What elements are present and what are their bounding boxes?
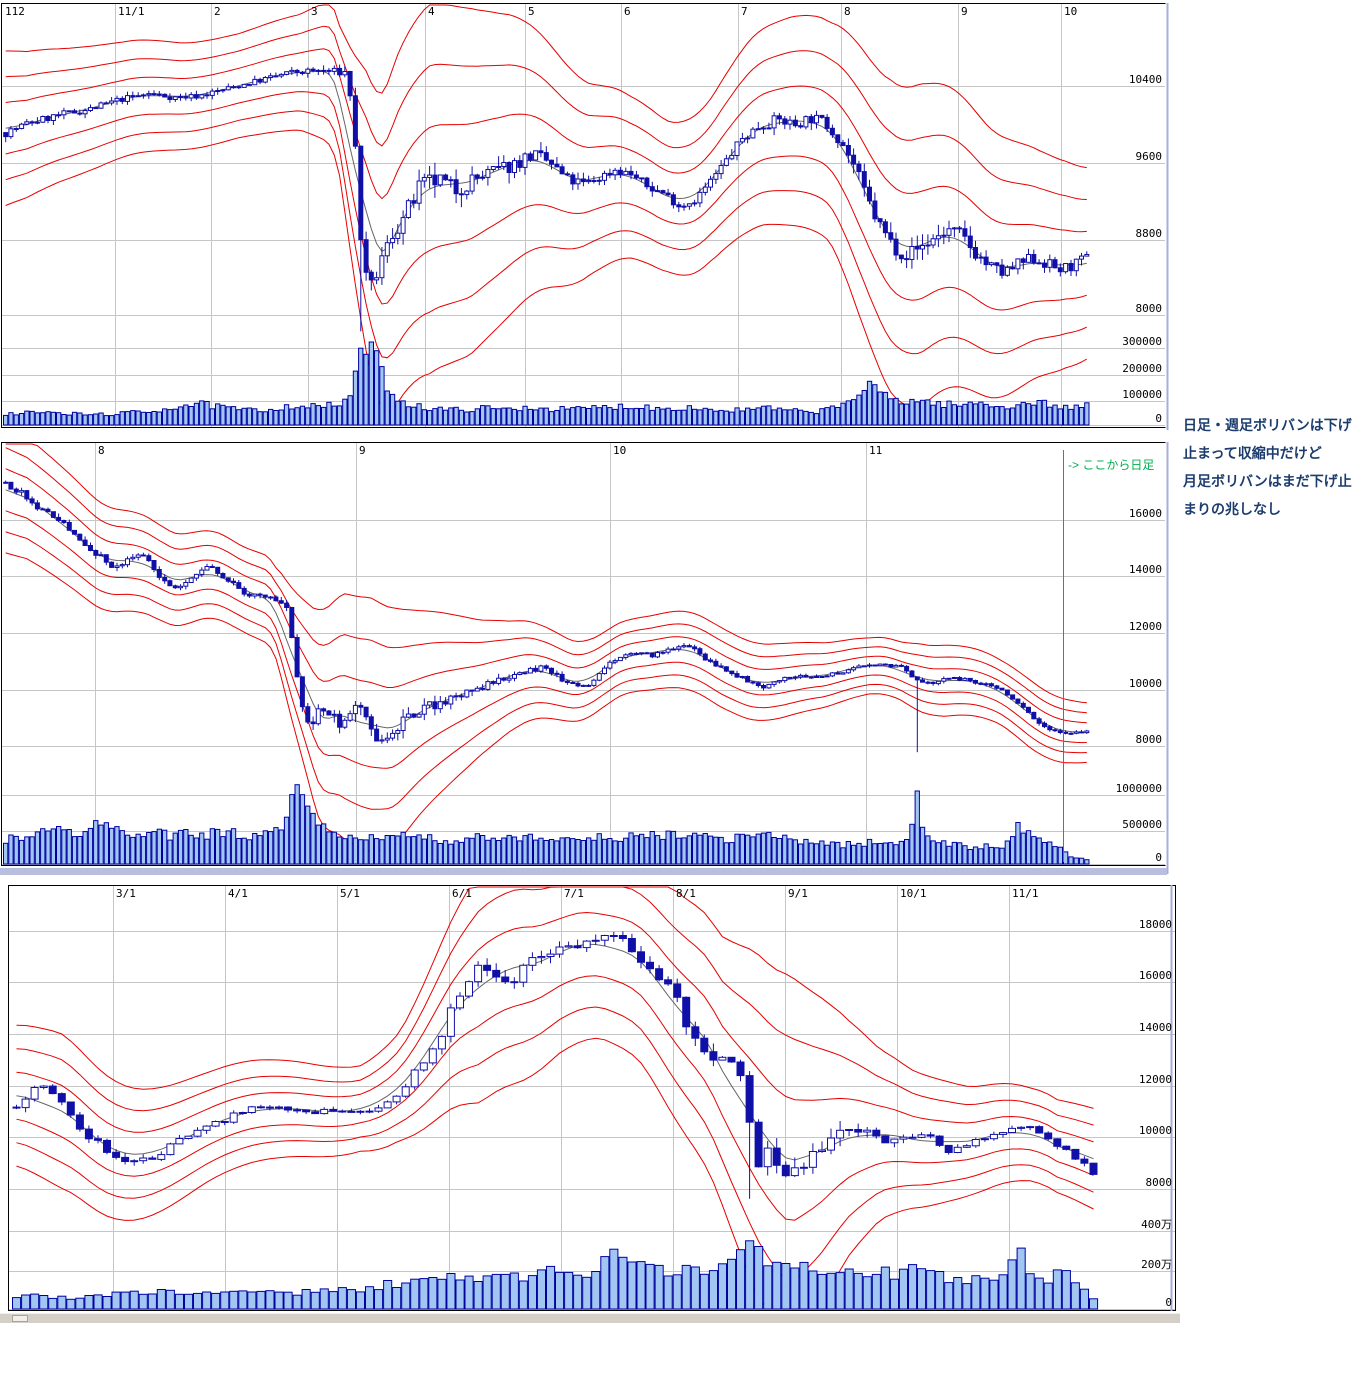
svg-text:12000: 12000	[1129, 620, 1162, 633]
svg-text:5/1: 5/1	[340, 887, 360, 900]
svg-text:200万: 200万	[1141, 1258, 1172, 1271]
svg-text:112: 112	[5, 5, 25, 18]
svg-text:0: 0	[1155, 412, 1162, 425]
svg-text:1000000: 1000000	[1116, 782, 1162, 795]
chart-panel-top: 112 11/1 2 3 4 5 6 7 8 9 10 10400 9600 8800 8000 300000…	[1, 3, 1169, 430]
svg-text:4: 4	[428, 5, 435, 18]
chart-frame	[8, 885, 1176, 1311]
analysis-note: 日足・週足ボリバンは下げ 止まって収縮中だけど 月足ボリバンはまだ下げ止 まりの…	[1183, 411, 1363, 523]
candlesticks	[12, 931, 1098, 1199]
svg-text:6/1: 6/1	[452, 887, 472, 900]
axis-labels: 8 9 10 11 16000 14000 12000 10000 8000 1000000 500…	[98, 444, 1162, 864]
candlesticks	[3, 64, 1090, 332]
svg-text:10: 10	[1064, 5, 1077, 18]
svg-text:4/1: 4/1	[228, 887, 248, 900]
svg-text:9/1: 9/1	[788, 887, 808, 900]
volume-bars	[12, 1240, 1099, 1310]
volume-bars	[3, 784, 1090, 865]
chart-frame	[1, 442, 1169, 874]
svg-text:500000: 500000	[1122, 818, 1162, 831]
note-line-2: 止まって収縮中だけど	[1183, 445, 1322, 461]
svg-text:9: 9	[359, 444, 366, 457]
svg-text:8000: 8000	[1136, 733, 1163, 746]
axis-labels: 112 11/1 2 3 4 5 6 7 8 9 10 10400 9600 8800 8000 300000…	[5, 5, 1162, 425]
svg-text:9: 9	[961, 5, 968, 18]
svg-text:11/1: 11/1	[118, 5, 145, 18]
svg-text:10000: 10000	[1129, 677, 1162, 690]
svg-text:5: 5	[528, 5, 535, 18]
svg-text:300000: 300000	[1122, 335, 1162, 348]
middle-chart-bottom-frame[interactable]	[0, 868, 1167, 875]
svg-text:8: 8	[844, 5, 851, 18]
svg-text:11/1: 11/1	[1012, 887, 1039, 900]
svg-text:7: 7	[741, 5, 748, 18]
note-line-1: 日足・週足ボリバンは下げ	[1183, 417, 1352, 433]
note-line-3: 月足ボリバンはまだ下げ止	[1183, 473, 1352, 489]
svg-text:100000: 100000	[1122, 388, 1162, 401]
svg-text:200000: 200000	[1122, 362, 1162, 375]
grid	[9, 886, 1175, 1310]
svg-text:12000: 12000	[1139, 1073, 1172, 1086]
svg-text:8000: 8000	[1136, 302, 1163, 315]
svg-text:8800: 8800	[1136, 227, 1163, 240]
svg-text:14000: 14000	[1139, 1021, 1172, 1034]
svg-text:11: 11	[869, 444, 882, 457]
scrollbar-thumb[interactable]	[12, 1315, 28, 1322]
horizontal-scrollbar[interactable]	[0, 1313, 1180, 1323]
svg-text:7/1: 7/1	[564, 887, 584, 900]
svg-text:9600: 9600	[1136, 150, 1163, 163]
chart-frame	[1, 3, 1169, 430]
svg-text:3/1: 3/1	[116, 887, 136, 900]
svg-text:400万: 400万	[1141, 1218, 1172, 1231]
svg-text:2: 2	[214, 5, 221, 18]
candlesticks	[3, 480, 1090, 753]
svg-text:8000: 8000	[1146, 1176, 1173, 1189]
svg-text:10000: 10000	[1139, 1124, 1172, 1137]
svg-text:8/1: 8/1	[676, 887, 696, 900]
chart-panel-bottom: 3/1 4/1 5/1 6/1 7/1 8/1 9/1 10/1 11/1 18000 16000 1…	[8, 885, 1176, 1311]
svg-text:0: 0	[1165, 1296, 1172, 1309]
axis-labels: 3/1 4/1 5/1 6/1 7/1 8/1 9/1 10/1 11/1 18000 16000 1…	[116, 887, 1172, 1309]
bollinger-bands	[5, 443, 1087, 853]
volume-bars	[3, 341, 1090, 426]
svg-text:6: 6	[624, 5, 631, 18]
svg-text:16000: 16000	[1129, 507, 1162, 520]
svg-text:10400: 10400	[1129, 73, 1162, 86]
svg-text:14000: 14000	[1129, 563, 1162, 576]
svg-text:18000: 18000	[1139, 918, 1172, 931]
svg-text:10/1: 10/1	[900, 887, 927, 900]
svg-text:16000: 16000	[1139, 969, 1172, 982]
svg-text:8: 8	[98, 444, 105, 457]
svg-text:3: 3	[311, 5, 318, 18]
svg-text:10: 10	[613, 444, 626, 457]
chart-panel-middle: 8 9 10 11 16000 14000 12000 10000 8000 1000000 500…	[1, 442, 1169, 874]
daily-start-label: -> ここから日足	[1068, 458, 1155, 472]
svg-text:0: 0	[1155, 851, 1162, 864]
note-line-4: まりの兆しなし	[1183, 501, 1281, 517]
